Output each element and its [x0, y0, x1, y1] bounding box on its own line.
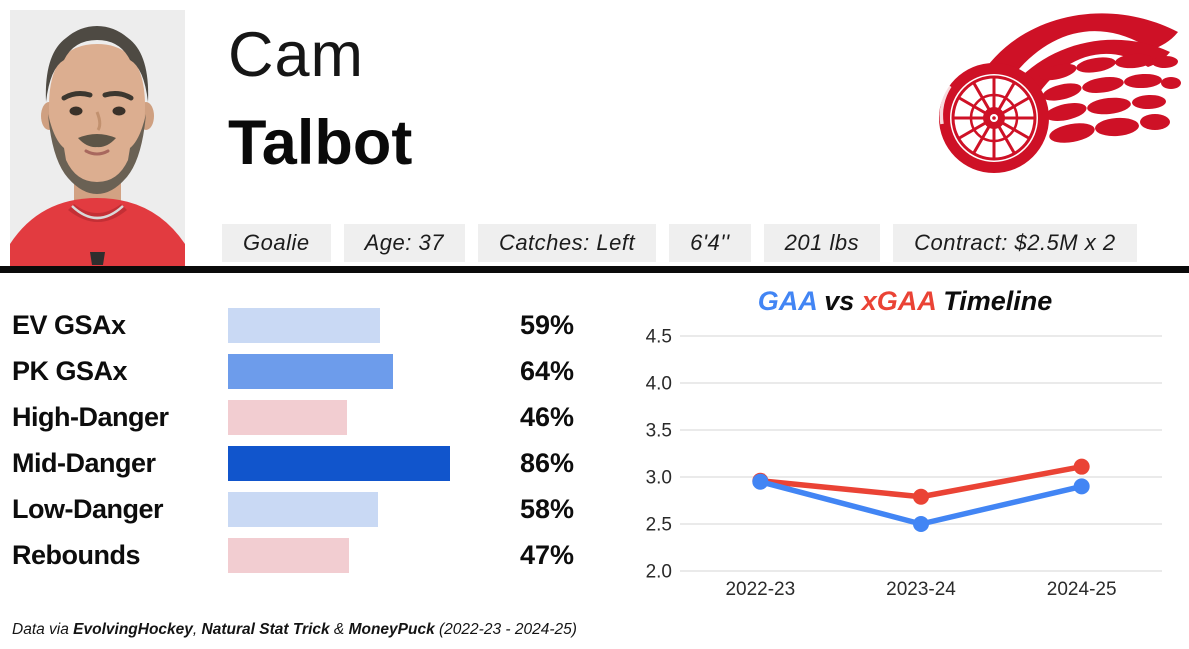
stat-bar [228, 353, 394, 389]
chart-title: GAA vs xGAA Timeline [640, 286, 1170, 317]
stat-bar-track [228, 491, 486, 527]
footer-text: Data via [12, 621, 74, 638]
stat-value: 47% [520, 539, 575, 570]
badge-position: Goalie [222, 224, 331, 262]
percentile-stats: EV GSAx 59% PK GSAx 64% High-Danger 46% … [12, 302, 622, 578]
data-point-GAA [1073, 478, 1090, 495]
y-tick-label: 4.0 [646, 374, 672, 395]
data-point-GAA [752, 473, 769, 490]
footer-source-moneypuck: MoneyPuck [348, 621, 435, 638]
chart-title-timeline: Timeline [935, 286, 1053, 316]
footer-source-naturalstattrick: Natural Stat Trick [201, 621, 330, 638]
stat-bar-track [228, 307, 486, 343]
player-first-name: Cam [228, 20, 365, 90]
stat-row-ev-gsax: EV GSAx 59% [12, 302, 622, 348]
stat-bar [228, 307, 381, 343]
player-last-name: Talbot [228, 108, 413, 178]
player-name: Cam Talbot [228, 24, 412, 175]
y-tick-label: 4.5 [646, 327, 672, 348]
stat-value: 58% [520, 493, 575, 524]
y-tick-label: 2.0 [646, 562, 672, 583]
stat-row-pk-gsax: PK GSAx 64% [12, 348, 622, 394]
goalie-headshot-icon [10, 10, 185, 266]
footer-text: & [329, 621, 349, 638]
stat-bar-track [228, 399, 486, 435]
data-point-GAA [913, 516, 929, 532]
stat-value: 59% [520, 309, 575, 340]
footer-text: , [192, 621, 202, 638]
badge-weight: 201 lbs [763, 224, 881, 262]
stat-label: Rebounds [12, 539, 141, 570]
badge-age: Age: 37 [343, 224, 465, 262]
data-point-xGAA [913, 488, 929, 505]
x-tick-label: 2022-23 [725, 579, 795, 600]
gaa-xgaa-chart-section: GAA vs xGAA Timeline 2.0 2.5 3.0 3.5 4.0 4.5 2… [640, 286, 1170, 613]
stat-bar-track [228, 353, 486, 389]
stat-value: 64% [520, 355, 575, 386]
stat-bar-track [228, 445, 486, 481]
data-source-footer: Data via EvolvingHockey, Natural Stat Tr… [12, 621, 577, 639]
stat-bar-track [228, 537, 486, 573]
stat-row-low-danger: Low-Danger 58% [12, 486, 622, 532]
player-info-badges: Goalie Age: 37 Catches: Left 6'4'' 201 l… [222, 224, 1137, 262]
y-tick-label: 3.5 [646, 421, 672, 442]
header-divider [0, 266, 1189, 273]
chart-title-xgaa: xGAA [861, 286, 936, 316]
stat-value: 86% [520, 447, 575, 478]
stat-row-rebounds: Rebounds 47% [12, 532, 622, 578]
y-tick-label: 2.5 [646, 515, 672, 536]
footer-source-evolvinghockey: EvolvingHockey [73, 621, 193, 638]
chart-title-gaa: GAA [757, 286, 817, 316]
stat-label: EV GSAx [12, 309, 126, 340]
detroit-red-wings-logo-icon [939, 13, 1181, 173]
stat-value: 46% [520, 401, 575, 432]
x-tick-label: 2024-25 [1047, 579, 1117, 600]
badge-contract: Contract: $2.5M x 2 [893, 224, 1137, 262]
x-tick-label: 2023-24 [886, 579, 956, 600]
badge-catches: Catches: Left [477, 224, 657, 262]
stat-row-high-danger: High-Danger 46% [12, 394, 622, 440]
stat-label: High-Danger [12, 401, 169, 432]
stat-row-mid-danger: Mid-Danger 86% [12, 440, 622, 486]
y-tick-label: 3.0 [646, 468, 672, 489]
stat-bar [228, 491, 378, 527]
stat-bar [228, 537, 350, 573]
stat-bar [228, 445, 450, 481]
stat-label: Mid-Danger [12, 447, 156, 478]
badge-height: 6'4'' [669, 224, 751, 262]
team-logo [920, 8, 1182, 190]
gaa-xgaa-line-chart: 2.0 2.5 3.0 3.5 4.0 4.5 2022-23 2023-24 2024-25 [646, 327, 1162, 600]
stat-bar [228, 399, 347, 435]
stat-label: PK GSAx [12, 355, 128, 386]
data-point-xGAA [1073, 458, 1090, 475]
player-photo [10, 10, 185, 266]
stat-label: Low-Danger [12, 493, 164, 524]
footer-date-range: (2022-23 - 2024-25) [434, 621, 577, 638]
chart-title-vs: vs [816, 286, 862, 316]
